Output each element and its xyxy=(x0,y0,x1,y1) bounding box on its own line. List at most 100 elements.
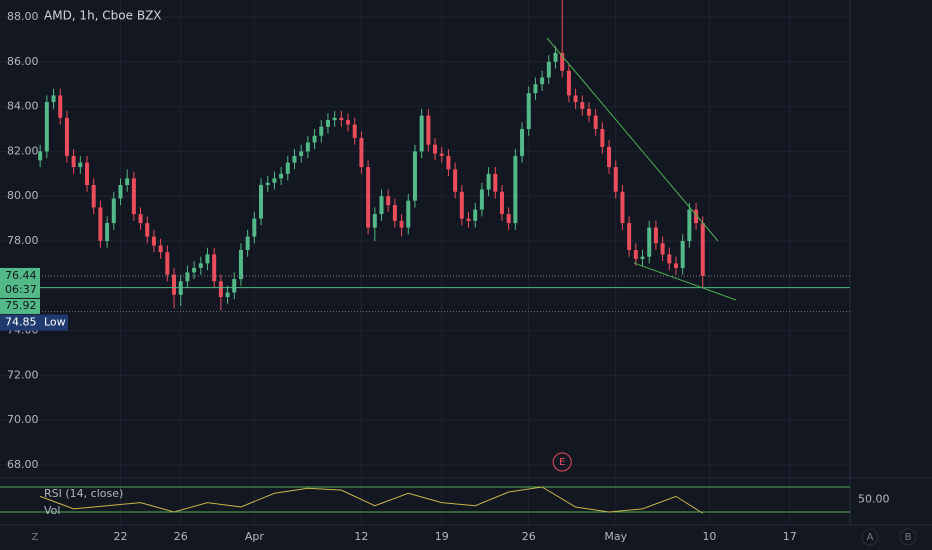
y-tick-label: 84.00 xyxy=(7,100,39,113)
button[interactable]: Z xyxy=(32,532,39,543)
candle-body xyxy=(91,185,96,208)
candle-body xyxy=(51,95,56,103)
x-tick-label: May xyxy=(604,530,627,543)
candle-body xyxy=(352,124,357,138)
candle-body xyxy=(479,189,484,210)
grid xyxy=(0,0,850,525)
candle-body xyxy=(680,241,685,268)
candle-body xyxy=(339,117,344,121)
button[interactable]: B xyxy=(905,532,912,543)
candle-body xyxy=(439,153,444,156)
candle-body xyxy=(379,196,384,215)
candle-body xyxy=(406,200,411,228)
x-tick-label: 22 xyxy=(113,530,127,543)
x-tick-label: 12 xyxy=(354,530,368,543)
candle-body xyxy=(653,227,658,244)
countdown-label: 06:37 xyxy=(5,283,37,296)
candle-body xyxy=(660,243,665,255)
candle-body xyxy=(433,144,438,154)
candle-body xyxy=(131,178,136,215)
button-frame xyxy=(899,528,917,546)
candle-body xyxy=(399,220,404,228)
y-tick-label: 72.00 xyxy=(7,368,39,381)
candle-body xyxy=(232,279,237,293)
y-tick-label: 82.00 xyxy=(7,144,39,157)
button[interactable]: A xyxy=(867,532,874,543)
candle-body xyxy=(593,115,598,130)
candle-body xyxy=(426,115,431,145)
candle-body xyxy=(185,272,190,282)
candle-body xyxy=(238,249,243,280)
candle-body xyxy=(205,254,210,264)
candle-body xyxy=(346,120,351,125)
candle-body xyxy=(506,214,511,224)
candle-body xyxy=(533,84,538,94)
candle-body xyxy=(580,102,585,109)
candle-body xyxy=(279,173,284,179)
trendline xyxy=(633,262,737,301)
y-tick-label: 86.00 xyxy=(7,55,39,68)
rsi-tick-label: 50.00 xyxy=(858,493,890,506)
candle-body xyxy=(600,129,605,147)
volume-legend: Vol xyxy=(44,504,60,517)
candle-body xyxy=(687,209,692,242)
button-frame xyxy=(861,528,879,546)
y-tick-label: 88.00 xyxy=(7,10,39,23)
candle-body xyxy=(172,274,177,295)
x-tick-label: 10 xyxy=(702,530,716,543)
candle-body xyxy=(285,162,290,174)
candle-body xyxy=(218,281,223,298)
candle-body xyxy=(138,214,143,224)
rsi-legend: RSI (14, close) xyxy=(44,487,123,500)
labels: 88.0086.0084.0082.0080.0078.0074.0072.00… xyxy=(0,10,890,543)
candle-body xyxy=(245,236,250,250)
candle-body xyxy=(392,205,397,221)
candle-body xyxy=(252,218,257,237)
candle-body xyxy=(305,142,310,152)
price-line-label: 75.92 xyxy=(5,299,37,312)
candle-body xyxy=(118,185,123,199)
candle-body xyxy=(58,95,63,118)
candle-body xyxy=(265,182,270,186)
event-label: E xyxy=(559,457,565,468)
candle-body xyxy=(366,167,371,228)
x-tick-label: Apr xyxy=(245,530,265,543)
y-tick-label: 80.00 xyxy=(7,189,39,202)
candle-body xyxy=(312,135,317,143)
low-box xyxy=(0,314,68,331)
candle-body xyxy=(499,191,504,215)
candle-body xyxy=(272,178,277,183)
candle-body xyxy=(520,129,525,156)
y-tick-label: 78.00 xyxy=(7,234,39,247)
candle-body xyxy=(151,236,156,246)
candle-body xyxy=(111,198,116,224)
candle-body xyxy=(292,155,297,163)
x-tick-label: 26 xyxy=(174,530,188,543)
candle-body xyxy=(459,191,464,219)
candle-body xyxy=(560,52,565,71)
candle-body xyxy=(319,126,324,136)
candle-body xyxy=(700,223,705,276)
candle-body xyxy=(540,77,545,85)
candle-body xyxy=(486,173,491,190)
candle-body xyxy=(613,167,618,192)
plot xyxy=(0,0,850,514)
candle-body xyxy=(78,162,83,168)
y-tick-label: 68.00 xyxy=(7,458,39,471)
candle-body xyxy=(125,178,130,186)
candle-body xyxy=(694,209,699,224)
candle-body xyxy=(586,108,591,116)
candle-body xyxy=(105,223,110,242)
price-line-box xyxy=(0,298,40,314)
candle-body xyxy=(71,155,76,168)
x-tick-label: 19 xyxy=(435,530,449,543)
candle-body xyxy=(466,218,471,221)
candle-body xyxy=(566,70,571,96)
x-tick-label: 26 xyxy=(522,530,536,543)
candle-body xyxy=(165,252,170,275)
candle-body xyxy=(473,209,478,221)
candle-body xyxy=(158,245,163,253)
event-marker xyxy=(552,452,572,472)
candle-body xyxy=(493,173,498,192)
